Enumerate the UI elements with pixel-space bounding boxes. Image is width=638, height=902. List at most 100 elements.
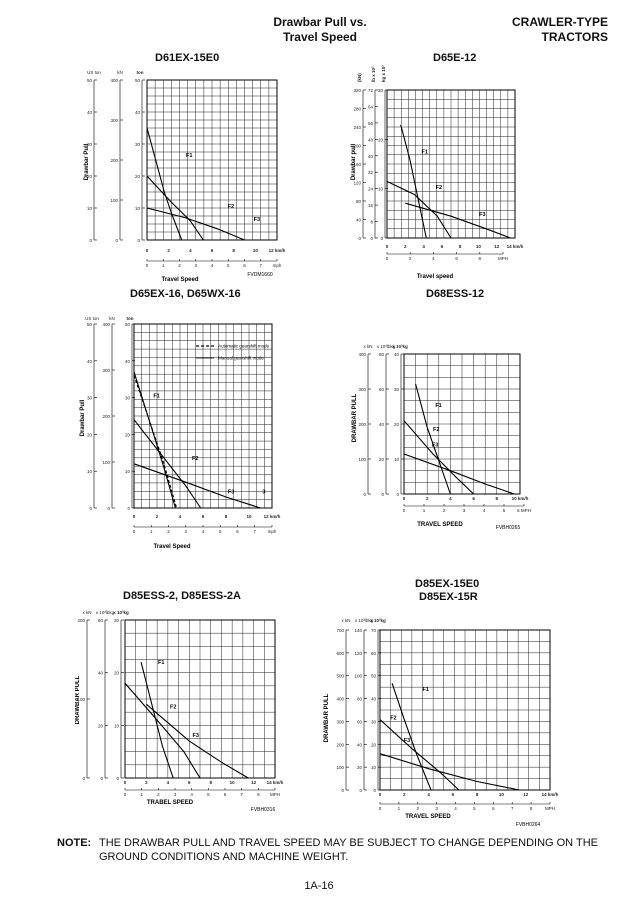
y-tick-label: 200 [353, 144, 361, 149]
unit-label: x 10³lbkg [96, 610, 115, 615]
y-tick-label: 40 [125, 359, 131, 364]
chart-title: D85ESS-2, D85ESS-2A [123, 590, 241, 602]
x2-tick-label: 7 [259, 263, 262, 268]
unit-label: ton [137, 70, 144, 75]
series-line-f3 [403, 453, 515, 495]
x2-tick-label: 5 [219, 529, 222, 534]
x2-tick-label: 1 [150, 529, 153, 534]
y-tick-label: 40 [356, 218, 362, 223]
x-tick-label: 6 [472, 496, 475, 501]
x-tick-label: 0 [386, 244, 389, 249]
unit-label: x kN [342, 618, 351, 623]
x2-tick-label: 8 [530, 806, 533, 811]
series-line-f3 [405, 202, 511, 239]
y-tick-label: 120 [353, 181, 361, 186]
y-tick-label: 100 [77, 697, 85, 702]
note-label: NOTE: [57, 837, 92, 849]
y-tick-label: 30 [114, 618, 120, 623]
y-tick-label: 120 [354, 651, 362, 656]
x-tick-label: 8 [459, 244, 462, 249]
x2-tick-label: 5 [227, 263, 230, 268]
y-tick-label: 30 [378, 88, 384, 93]
series-annotation: F2 [436, 185, 442, 191]
x2-tick-label: 7 [253, 529, 256, 534]
x-axis-title: TRAVEL SPEED [417, 522, 463, 528]
x-tick-label: 8 [476, 792, 479, 797]
y-tick-label: 0 [381, 492, 384, 497]
x2-tick-label: 8 [257, 792, 260, 797]
series-line-f2 [146, 175, 204, 241]
y-tick-label: 20 [87, 174, 93, 179]
y-axis-title: DRAWBAR PULL [75, 675, 81, 724]
unit-label: x 10³kg [392, 344, 408, 349]
y-tick-label: 20 [125, 432, 131, 437]
y-tick-label: 20 [371, 742, 377, 747]
x2-tick-label: 5 [503, 508, 506, 513]
x2-tick-label: 3 [463, 508, 466, 513]
x-tick-label: 0 [379, 792, 382, 797]
x2-tick-label: 5 [473, 806, 476, 811]
plot-frame [133, 323, 273, 509]
series-line-f3 [133, 463, 261, 509]
chart-d65ex: D65EX-16, D65WX-16 0 10 20 30 40 50 0 100 200 300… [72, 288, 312, 550]
series-line-f1-manual [133, 371, 176, 509]
unit-label: US ton [87, 70, 101, 75]
x-tick-label: 4 [189, 248, 192, 253]
x2-tick-label: 1 [398, 806, 401, 811]
series-annotation: F1 [186, 153, 192, 159]
y-tick-label: 10 [135, 206, 141, 211]
x-tick-label: 8 [209, 780, 212, 785]
x2-tick-label: 4 [190, 792, 193, 797]
series-annotation: F2 [192, 456, 198, 462]
page-category-line2: TRACTORS [541, 30, 608, 44]
y-tick-label: 40 [98, 671, 104, 676]
series-annotation: F3 [404, 738, 410, 744]
series-annotation: F1 [422, 150, 428, 156]
y-tick-label: 30 [87, 396, 93, 401]
series-annotation: F2 [170, 704, 176, 710]
series-annotation: F1 [158, 660, 164, 666]
y-tick-label: 700 [336, 628, 344, 633]
y-tick-label: 40 [135, 110, 141, 115]
x2-tick-label: MPH [270, 792, 280, 797]
x2-tick-label: 4 [454, 806, 457, 811]
y-tick-label: 50 [135, 78, 141, 83]
y-tick-label: 40 [371, 697, 377, 702]
series-line-f2 [133, 419, 202, 509]
y-tick-label: 70 [371, 628, 377, 633]
legend-label-automatic: Automatic gearshift mode [218, 344, 270, 349]
y-tick-label: 0 [107, 506, 110, 511]
y-tick-label: 60 [379, 387, 385, 392]
y-tick-label: 200 [358, 422, 366, 427]
x2-tick-label: 4 [432, 256, 435, 261]
figure-code: FVBH0316 [251, 807, 276, 812]
chart-title: D65E-12 [433, 52, 477, 64]
x-tick-label: 0 [146, 248, 149, 253]
y-tick-label: 20 [379, 457, 385, 462]
x-tick-label: 6 [211, 248, 214, 253]
series-line-f2 [124, 682, 201, 779]
y-tick-label: 300 [358, 387, 366, 392]
y-tick-label: 240 [353, 125, 361, 130]
x-tick-label: 12 [494, 244, 500, 249]
y-tick-label: 200 [102, 414, 110, 419]
y-tick-label: 0 [359, 788, 362, 793]
series-line-f1 [391, 683, 432, 791]
unit-label: kN [109, 316, 115, 321]
x-tick-label: 4 [427, 792, 430, 797]
x2-tick-label: 4 [483, 508, 486, 513]
x2-tick-label: 6 [243, 263, 246, 268]
y-tick-label: 20 [98, 723, 104, 728]
series-line-f1 [146, 127, 183, 241]
x2-tick-label: 1 [162, 263, 165, 268]
series-annotation: F1 [153, 394, 159, 400]
y-tick-label: 300 [336, 719, 344, 724]
y-axis-title: Drawbar pull [351, 143, 357, 180]
x2-tick-label: 0 [386, 256, 389, 261]
y-axis-title: Drawbar Pull [80, 399, 86, 436]
chart-title: D65EX-16, D65WX-16 [130, 288, 241, 300]
y-tick-label: 400 [102, 322, 110, 327]
page-category-line1: CRAWLER-TYPE [512, 15, 608, 29]
note-text: THE DRAWBAR PULL AND TRAVEL SPEED MAY BE… [99, 837, 598, 863]
